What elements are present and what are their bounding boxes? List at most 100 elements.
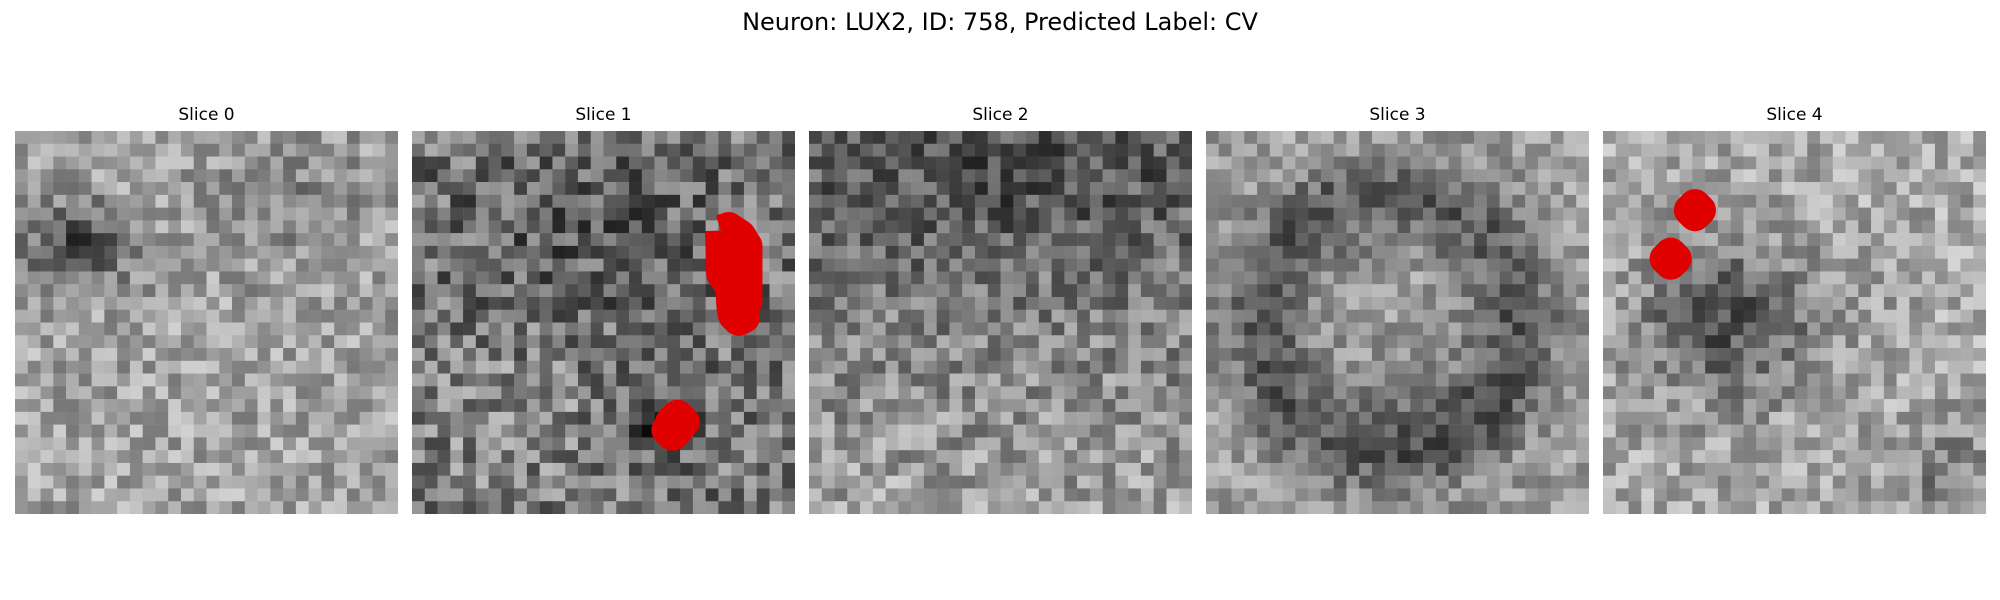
image-pixel	[1807, 271, 1821, 285]
image-pixel	[1705, 182, 1719, 196]
image-pixel	[1960, 411, 1974, 425]
slice-title: Slice 4	[1766, 105, 1823, 125]
image-pixel	[1244, 437, 1258, 451]
image-pixel	[91, 424, 105, 438]
image-pixel	[1026, 309, 1040, 323]
image-pixel	[129, 411, 143, 425]
image-pixel	[359, 462, 373, 476]
image-pixel	[1858, 309, 1872, 323]
image-pixel	[1051, 450, 1065, 464]
image-pixel	[1026, 450, 1040, 464]
image-pixel	[641, 399, 655, 413]
image-pixel	[1257, 488, 1271, 502]
image-pixel	[412, 233, 426, 247]
image-pixel	[78, 373, 92, 387]
image-pixel	[821, 207, 835, 221]
image-pixel	[308, 488, 322, 502]
image-pixel	[78, 169, 92, 183]
image-pixel	[1858, 488, 1872, 502]
image-pixel	[923, 437, 937, 451]
image-pixel	[501, 475, 515, 489]
image-pixel	[1115, 424, 1129, 438]
image-pixel	[334, 348, 348, 362]
image-pixel	[129, 309, 143, 323]
image-pixel	[1371, 156, 1385, 170]
image-pixel	[1756, 169, 1770, 183]
image-pixel	[654, 220, 668, 234]
image-pixel	[1666, 411, 1680, 425]
image-pixel	[834, 501, 848, 514]
image-pixel	[334, 437, 348, 451]
image-pixel	[1026, 462, 1040, 476]
image-pixel	[1359, 233, 1373, 247]
image-pixel	[78, 207, 92, 221]
image-pixel	[1883, 233, 1897, 247]
image-pixel	[654, 156, 668, 170]
image-pixel	[385, 271, 398, 285]
image-pixel	[962, 322, 976, 336]
image-pixel	[949, 386, 963, 400]
image-pixel	[244, 501, 258, 514]
image-pixel	[1628, 169, 1642, 183]
image-pixel	[1730, 156, 1744, 170]
image-pixel	[821, 462, 835, 476]
image-pixel	[1896, 475, 1910, 489]
image-pixel	[1282, 309, 1296, 323]
image-pixel	[1781, 143, 1795, 157]
image-pixel	[1461, 233, 1475, 247]
image-pixel	[1845, 373, 1859, 387]
image-pixel	[962, 437, 976, 451]
image-pixel	[1883, 437, 1897, 451]
image-pixel	[1756, 475, 1770, 489]
image-pixel	[898, 437, 912, 451]
image-pixel	[1615, 386, 1629, 400]
image-pixel	[385, 411, 398, 425]
image-pixel	[1743, 386, 1757, 400]
image-pixel	[244, 462, 258, 476]
image-pixel	[1845, 411, 1859, 425]
image-pixel	[1922, 284, 1936, 298]
image-pixel	[1308, 182, 1322, 196]
image-pixel	[1922, 322, 1936, 336]
image-pixel	[667, 360, 681, 374]
image-pixel	[219, 194, 233, 208]
image-pixel	[295, 296, 309, 310]
image-pixel	[1179, 386, 1192, 400]
image-pixel	[1423, 271, 1437, 285]
image-pixel	[1308, 399, 1322, 413]
image-pixel	[1013, 194, 1027, 208]
image-pixel	[1320, 386, 1334, 400]
image-pixel	[1807, 501, 1821, 514]
image-pixel	[1947, 335, 1961, 349]
image-pixel	[1666, 156, 1680, 170]
image-pixel	[1231, 411, 1245, 425]
image-pixel	[1064, 143, 1078, 157]
image-pixel	[129, 169, 143, 183]
image-pixel	[1038, 271, 1052, 285]
image-pixel	[654, 169, 668, 183]
image-pixel	[359, 131, 373, 145]
image-pixel	[1934, 360, 1948, 374]
image-pixel	[1000, 258, 1014, 272]
image-pixel	[809, 373, 823, 387]
image-pixel	[308, 475, 322, 489]
image-pixel	[1615, 245, 1629, 259]
image-pixel	[1257, 335, 1271, 349]
image-pixel	[731, 501, 745, 514]
image-pixel	[488, 475, 502, 489]
image-pixel	[1486, 207, 1500, 221]
image-pixel	[1346, 169, 1360, 183]
image-pixel	[1461, 335, 1475, 349]
image-pixel	[475, 488, 489, 502]
image-pixel	[270, 348, 284, 362]
image-pixel	[53, 360, 67, 374]
image-pixel	[834, 488, 848, 502]
image-pixel	[334, 182, 348, 196]
image-pixel	[1499, 348, 1513, 362]
image-pixel	[526, 335, 540, 349]
image-pixel	[1320, 233, 1334, 247]
image-pixel	[206, 245, 220, 259]
image-pixel	[1537, 131, 1551, 145]
image-pixel	[526, 373, 540, 387]
image-pixel	[1615, 284, 1629, 298]
